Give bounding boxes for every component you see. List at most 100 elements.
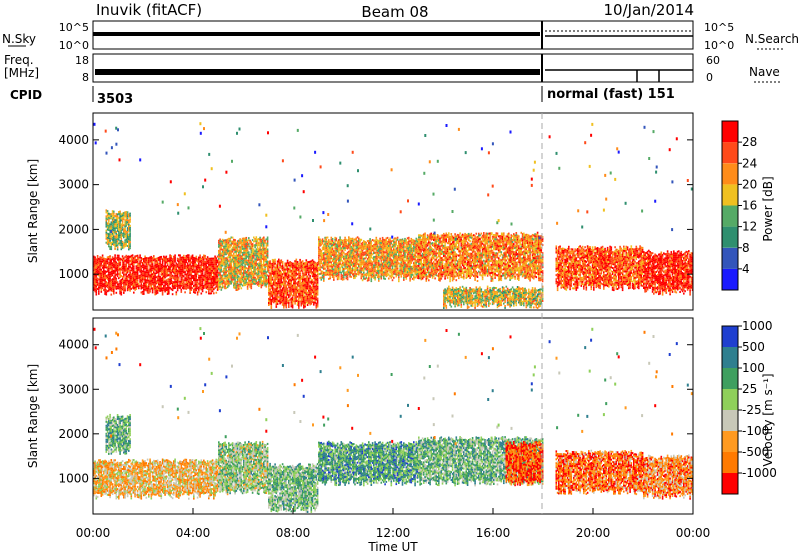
echo-cell [110,285,113,288]
echo-cell [378,279,380,282]
echo-cell [126,271,129,274]
echo-cell [150,255,153,258]
echo-cell [154,287,156,290]
nsky-tick-bottom: 10^0 [59,39,89,52]
echo-cell [254,246,256,249]
echo-cell [195,285,198,288]
echo-cell [204,263,206,266]
echo-cell [195,263,198,266]
echo-cell [140,285,143,288]
echo-cell [151,259,154,262]
echo-cell [186,258,189,261]
echo-cell [215,275,218,278]
echo-cell [226,262,229,265]
echo-cell [128,269,130,272]
echo-cell [111,210,114,213]
echo-cell [211,280,214,282]
echo-cell [146,269,149,272]
nave-tick-top: 60 [706,54,720,67]
echo-cell [150,267,153,270]
echo-cell [105,281,108,284]
echo-cell [123,246,125,249]
echo-cell [116,268,119,271]
echo-cell [131,274,134,277]
echo-cell [208,278,210,281]
echo-cell [108,283,110,286]
echo-cell [150,277,153,280]
echo-cell [163,281,165,284]
echo-cell [186,264,189,267]
echo-cell [176,275,179,278]
echo-cell [95,266,98,269]
echo-cell [171,262,174,265]
echo-cell [201,286,204,289]
echo-cell [109,246,111,248]
echo-cell [370,278,373,281]
echo-cell [181,268,184,271]
echo-cell [116,256,119,259]
echo-cell [316,291,319,294]
echo-cell [146,287,149,290]
echo-cell [396,267,399,270]
echo-cell [111,230,114,233]
echo-cell [138,274,140,277]
echo-cell [270,274,273,277]
echo-cell [108,265,110,268]
echo-cell [169,254,171,257]
echo-cell [104,272,106,275]
echo-cell [140,267,143,270]
echo-cell [290,281,293,284]
echo-cell [133,269,135,272]
echo-cell [129,214,131,217]
echo-cell [109,223,111,226]
echo-cell [160,267,163,270]
echo-cell [163,277,165,280]
echo-cell [130,283,133,286]
echo-cell [104,280,106,283]
echo-cell [184,259,186,261]
echo-cell [119,290,121,293]
echo-cell [129,289,131,292]
echo-cell [190,273,193,276]
echo-cell [199,287,201,290]
echo-cell [306,263,309,266]
echo-cell [183,283,185,286]
echo-cell [113,210,115,213]
echo-cell [100,268,103,271]
echo-cell [154,293,156,296]
echo-cell [129,235,131,237]
echo-cell [146,263,149,266]
echo-cell [164,266,166,269]
echo-cell [133,281,135,284]
echo-cell [114,229,116,232]
echo-cell [100,258,103,261]
echo-cell [270,303,273,305]
echo-cell [210,259,213,262]
echo-cell [120,283,123,286]
echo-cell [161,260,164,263]
echo-cell [210,265,213,268]
echo-cell [103,273,105,276]
echo-cell [118,254,120,257]
echo-cell [188,286,190,289]
echo-cell [95,281,98,284]
echo-cell [154,264,156,267]
echo-cell [213,259,215,262]
echo-cell [174,276,176,279]
echo-cell [264,268,266,271]
echo-cell [103,259,105,262]
echo-cell [93,269,95,272]
echo-cell [175,266,178,269]
echo-cell [94,270,96,273]
station-title: Inuvik (fitACF) [96,1,202,19]
echo-cell [283,294,285,297]
echo-cell [155,263,158,266]
echo-cell [349,243,351,246]
echo-cell [109,213,111,216]
echo-cell [198,258,200,261]
echo-cell [105,270,108,273]
echo-cell [96,257,99,260]
echo-cell [178,270,180,273]
echo-cell [245,236,248,239]
echo-cell [114,280,116,283]
